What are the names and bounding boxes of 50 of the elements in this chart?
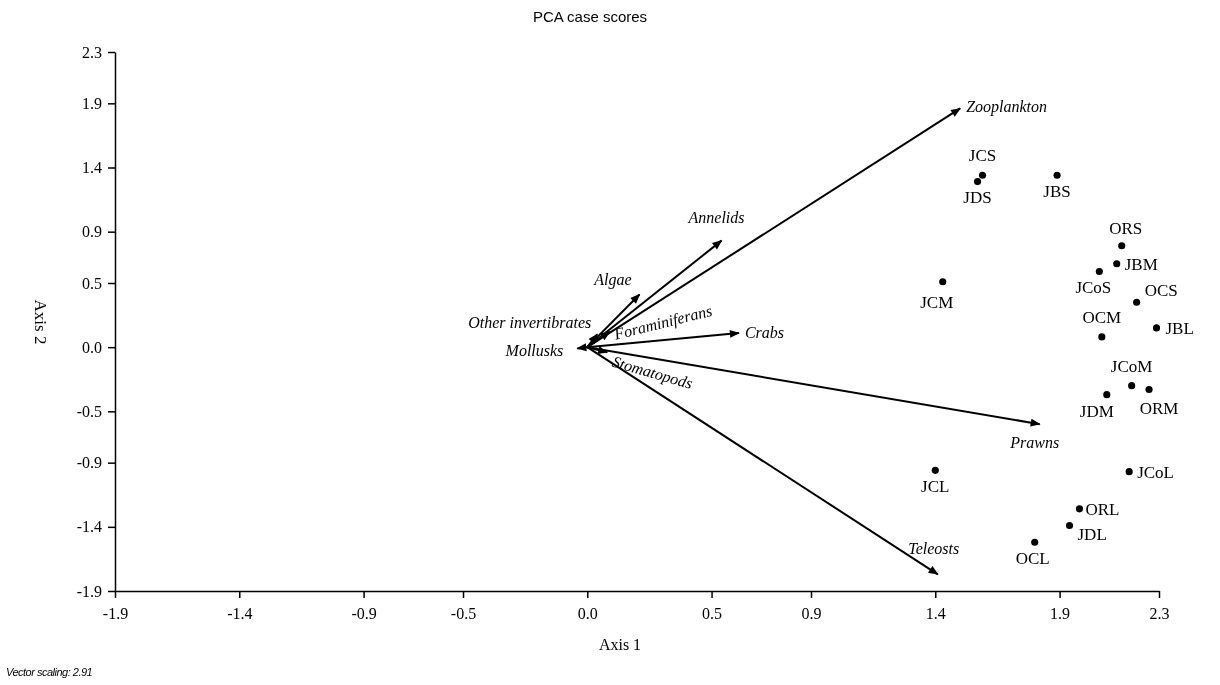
series-label: JCS <box>968 146 997 166</box>
y-tick-label: 0.0 <box>82 338 102 356</box>
y-tick-label: 1.9 <box>82 94 102 112</box>
x-tick-label: 0.0 <box>577 605 598 623</box>
y-tick-label: 0.5 <box>82 274 102 292</box>
series-label: JCoL <box>1137 462 1175 482</box>
series-label: OCS <box>1144 281 1178 301</box>
y-tick-label: -1.4 <box>76 518 102 536</box>
series-label: Crabs <box>744 324 785 342</box>
series-label: Mollusks <box>504 342 564 360</box>
series-label: JCL <box>921 477 950 497</box>
x-tick-label: 1.9 <box>1050 605 1071 623</box>
series-label: Annelids <box>687 208 745 226</box>
series-label: Zooplankton <box>966 98 1048 117</box>
x-tick-label: 0.9 <box>801 605 822 623</box>
y-tick-label: 0.9 <box>82 223 102 241</box>
series-label: Teleosts <box>908 540 960 558</box>
y-tick-label: -1.9 <box>76 582 102 600</box>
series-label: Other invertibrates <box>468 314 592 332</box>
series-label: Prawns <box>1009 434 1060 452</box>
y-tick-label: -0.9 <box>76 454 102 472</box>
series-label: OCM <box>1082 307 1122 327</box>
y-axis-title: Axis 2 <box>31 299 50 345</box>
x-tick-label: 1.4 <box>925 605 946 623</box>
series-label: OCL <box>1015 549 1050 569</box>
series-label: JCM <box>920 292 954 312</box>
y-tick-label: 2.3 <box>82 43 102 61</box>
series-label: JDS <box>963 187 992 207</box>
series-label: JBL <box>1165 318 1194 338</box>
series-label: JBM <box>1124 254 1158 274</box>
series-label: JDM <box>1079 401 1114 421</box>
chart-title: PCA case scores <box>532 8 648 25</box>
x-tick-label: -1.4 <box>227 605 253 623</box>
text: Vector scaling: 2.91 <box>6 666 93 678</box>
series-label: ORM <box>1139 398 1179 418</box>
y-tick-label: 1.4 <box>82 159 102 177</box>
series-label: JCoS <box>1075 278 1112 298</box>
x-tick-label: 0.5 <box>702 605 723 623</box>
x-tick-label: -0.5 <box>450 605 477 623</box>
series-label: JBS <box>1043 182 1071 202</box>
x-tick-label: -0.9 <box>351 605 377 623</box>
series-label: JDL <box>1077 524 1107 544</box>
series-label: ORL <box>1085 499 1120 519</box>
x-axis-title: Axis 1 <box>598 636 642 653</box>
x-tick-label: -1.9 <box>102 605 129 623</box>
x-tick-label: 2.3 <box>1149 605 1170 623</box>
series-label: Algae <box>593 270 632 289</box>
series-label: JCoM <box>1110 356 1153 376</box>
series-label: ORS <box>1109 218 1143 238</box>
y-tick-label: -0.5 <box>76 402 102 420</box>
